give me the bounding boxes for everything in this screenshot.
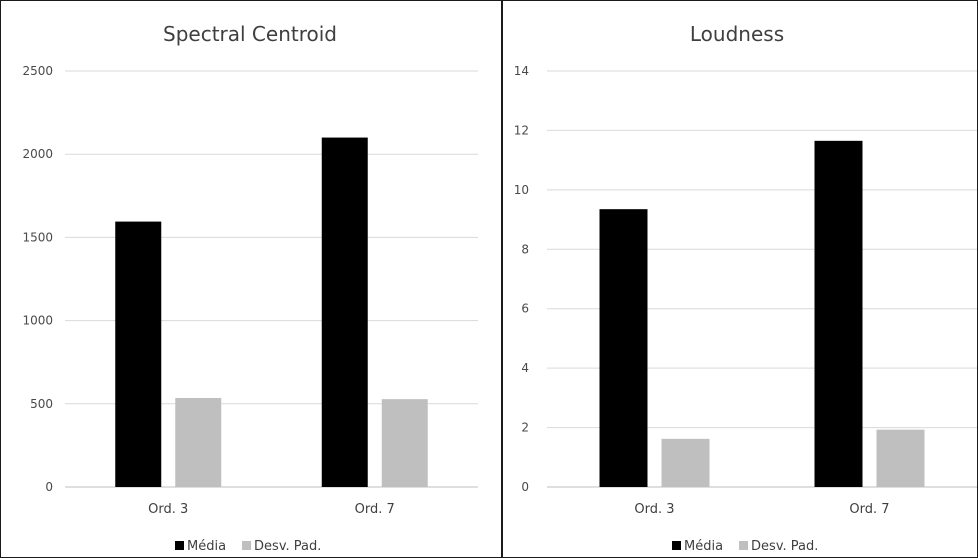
y-tick-label: 1500 — [22, 230, 53, 244]
bar-desv-pad-1 — [661, 438, 710, 487]
y-tick-label: 2 — [521, 421, 529, 435]
y-tick-label: 6 — [521, 302, 529, 316]
category-label: Ord. 7 — [355, 502, 395, 517]
spectral-centroid-chart: Spectral Centroid 0 500 1000 1500 2000 2500 Ord… — [22, 22, 478, 554]
loudness-chart: Loudness 0 2 4 6 8 10 12 14 Ord. 3 Ord. 7 Média Desv… — [514, 22, 977, 554]
bar-desv-pad-2 — [381, 399, 428, 487]
y-tick-label: 0 — [521, 480, 529, 494]
category-label: Ord. 3 — [634, 502, 674, 517]
category-label: Ord. 7 — [849, 502, 889, 517]
category-label: Ord. 3 — [148, 502, 188, 517]
y-tick-label: 0 — [45, 480, 53, 494]
y-tick-label: 10 — [514, 183, 529, 197]
legend-swatch — [739, 541, 749, 550]
y-tick-label: 2000 — [22, 147, 53, 161]
y-tick-label: 500 — [30, 397, 53, 411]
bar-media-2 — [321, 137, 368, 487]
y-tick-label: 8 — [521, 242, 529, 256]
y-tick-label: 1000 — [22, 314, 53, 328]
chart-panel-spectral-centroid: Spectral Centroid 0 500 1000 1500 2000 2500 Ord… — [0, 0, 502, 558]
legend-swatch — [672, 541, 681, 550]
legend-swatch — [242, 541, 252, 550]
bar-media-2 — [814, 140, 863, 488]
y-tick-label: 12 — [514, 123, 529, 137]
bar-media-1 — [599, 209, 648, 487]
y-tick-label: 2500 — [22, 64, 53, 78]
bar-desv-pad-2 — [876, 429, 925, 487]
legend-label: Desv. Pad. — [254, 539, 321, 554]
y-tick-label: 14 — [514, 64, 529, 78]
bar-media-1 — [115, 221, 162, 488]
legend-swatch — [175, 541, 184, 550]
chart-panel-loudness: Loudness 0 2 4 6 8 10 12 14 Ord. 3 Ord. 7 Média Desv… — [501, 0, 978, 558]
legend-label: Desv. Pad. — [751, 539, 818, 554]
y-tick-label: 4 — [521, 361, 529, 375]
legend-label: Média — [187, 539, 226, 554]
bar-desv-pad-1 — [175, 397, 222, 487]
chart-title: Loudness — [690, 22, 784, 46]
chart-title: Spectral Centroid — [163, 22, 337, 46]
legend-label: Média — [684, 539, 723, 554]
